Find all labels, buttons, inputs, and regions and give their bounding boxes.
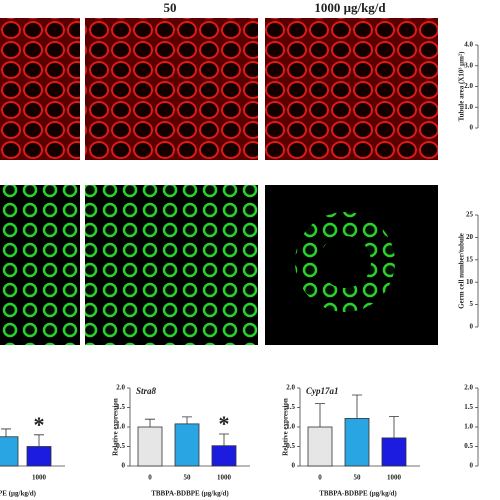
bar [26,446,52,467]
y-tick-label: 1.0 [464,423,473,431]
y-tick-label: 25 [466,211,474,219]
error-bar [352,394,362,419]
x-tick-label: 1000 [32,474,47,482]
significance: * [34,412,45,437]
y-tick-label: 0.5 [464,442,473,450]
micrographs [0,18,438,345]
error-bar [315,403,325,427]
bar [307,426,333,467]
y-tick-label: 2.0 [464,384,473,392]
image [85,18,258,160]
y-axis-label: Relative expression [112,398,120,456]
y-tick-label: 0 [122,462,126,470]
bar [0,436,19,467]
x-tick-label: 1000 [387,474,402,482]
y-tick-label: 15 [466,255,474,263]
heading: 1000 μg/kg/d [314,0,386,15]
y-axis-label: Relative expression [282,398,290,456]
error-bar [389,416,399,438]
x-tick-label: 50 [354,474,362,482]
y-tick-label: 0 [470,124,474,132]
image [85,185,258,345]
chart-title: Cyp17a1 [306,386,339,396]
y-tick-label: 1.5 [286,403,295,411]
y-tick-label: 20 [466,233,474,241]
y-tick-label: 0 [470,323,474,331]
bar [344,418,370,467]
x-axis-label: TBBPA-BDBPE (μg/kg/d) [319,490,397,498]
y-tick-label: 4.0 [464,41,473,49]
y-tick-label: 5 [470,300,474,308]
error-bar [145,418,155,427]
error-bar [1,428,11,437]
y-tick-label: 10 [466,278,474,286]
x-axis-label: TBBPA-BDBPE (μg/kg/d) [151,490,229,498]
y-tick-label: 2.0 [116,384,125,392]
x-tick-label: 0 [148,474,152,482]
bar [174,423,200,467]
y-tick-label: 2.0 [286,384,295,392]
bar [137,426,163,467]
image [0,185,80,345]
y-tick-label: 0.5 [116,442,125,450]
y-tick-label: 1.5 [464,403,473,411]
error-bar [182,416,192,424]
y-tick-label: 1.0 [464,103,473,111]
significance: * [219,411,230,436]
y-tick-label: 2.0 [464,82,473,90]
y-tick-label: 0 [470,462,474,470]
y-tick-label: 3.0 [464,61,473,69]
x-tick-label: 1000 [217,474,232,482]
y-tick-label: 0.5 [286,442,295,450]
y-axis-label: Germ cell number/tubule [458,233,466,309]
error-bar [219,433,229,446]
image [0,18,80,160]
chart-title: Stra8 [136,386,157,396]
y-tick-label: 1.5 [116,403,125,411]
heading: 50 [164,0,177,15]
error-bar [34,434,44,447]
y-axis-label: Tubule area (X10³ μm²) [458,51,466,121]
x-tick-label: 50 [184,474,192,482]
x-axis-label: PE (μg/kg/d) [0,490,37,498]
y-tick-label: 1.0 [116,423,125,431]
image [265,18,438,160]
bar [381,437,407,467]
y-tick-label: 0 [292,462,296,470]
image [319,236,371,288]
x-tick-label: 0 [318,474,322,482]
y-tick-label: 1.0 [286,423,295,431]
bar [211,445,237,467]
